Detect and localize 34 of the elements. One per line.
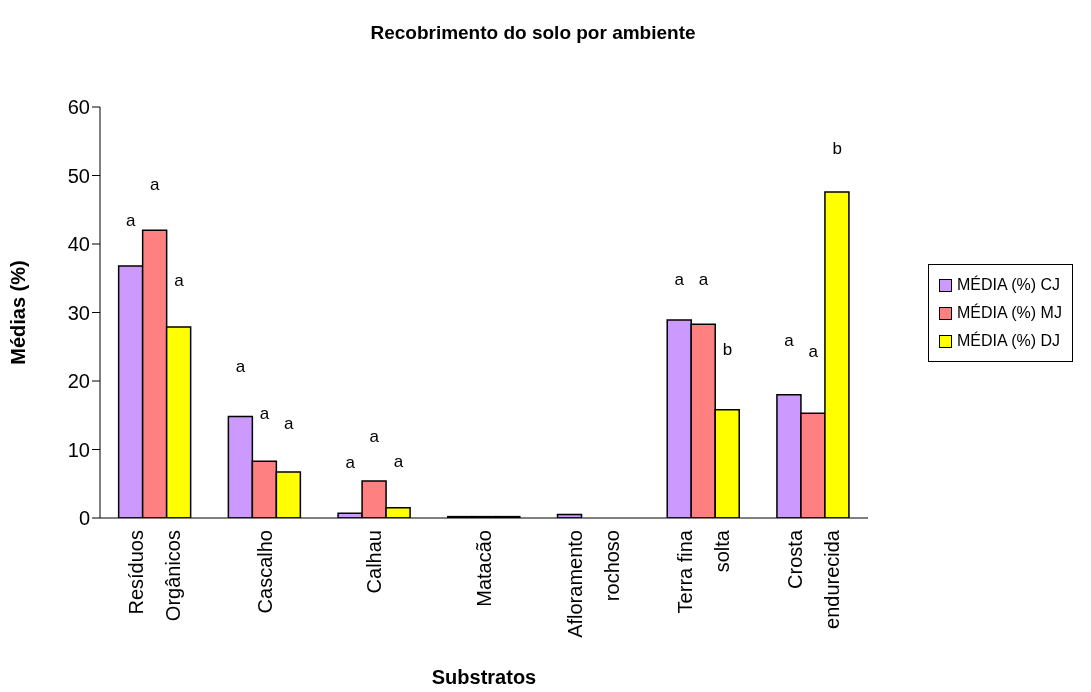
annotation: a — [369, 427, 380, 447]
x-tick-label: Cascalho — [253, 530, 276, 614]
annotation: a — [235, 357, 246, 377]
annotation: a — [283, 413, 294, 433]
annotation: a — [259, 403, 270, 423]
annotation: a — [784, 331, 795, 351]
annotation: a — [393, 452, 404, 472]
y-tick-label: 40 — [67, 233, 90, 256]
y-tick-label: 10 — [67, 438, 90, 461]
annotation: a — [808, 341, 819, 361]
y-tick-label: 20 — [67, 370, 90, 393]
legend-label: MÉDIA (%) CJ — [956, 274, 1062, 295]
x-tick-label: Terra fina solta — [673, 529, 733, 614]
y-tick-label: 30 — [67, 301, 90, 324]
annotation: a — [698, 269, 709, 289]
x-tick-label: Afloramento rochoso — [564, 530, 624, 638]
annotation: a — [150, 174, 161, 194]
x-tick-label: Calhau — [363, 530, 386, 594]
legend-label: MÉDIA (%) DJ — [956, 330, 1062, 351]
annotation: a — [125, 211, 136, 231]
y-tick-label: 0 — [78, 507, 90, 530]
y-tick-label: 60 — [67, 96, 90, 119]
annotation: b — [832, 139, 843, 159]
x-tick-label: Matacão — [473, 530, 495, 607]
legend-label: MÉDIA (%) MJ — [956, 302, 1062, 323]
y-tick-label: 50 — [67, 164, 90, 187]
x-tick-label: Resíduos Orgânicos — [125, 530, 185, 622]
x-axis-title: Substratos — [431, 666, 537, 688]
annotation: b — [722, 340, 733, 360]
y-axis-title: Médias (%) — [7, 260, 30, 365]
annotation: a — [345, 452, 356, 472]
annotation: a — [674, 269, 685, 289]
chart-title: Recobrimento do solo por ambiente — [369, 22, 697, 44]
annotation: a — [174, 271, 185, 291]
